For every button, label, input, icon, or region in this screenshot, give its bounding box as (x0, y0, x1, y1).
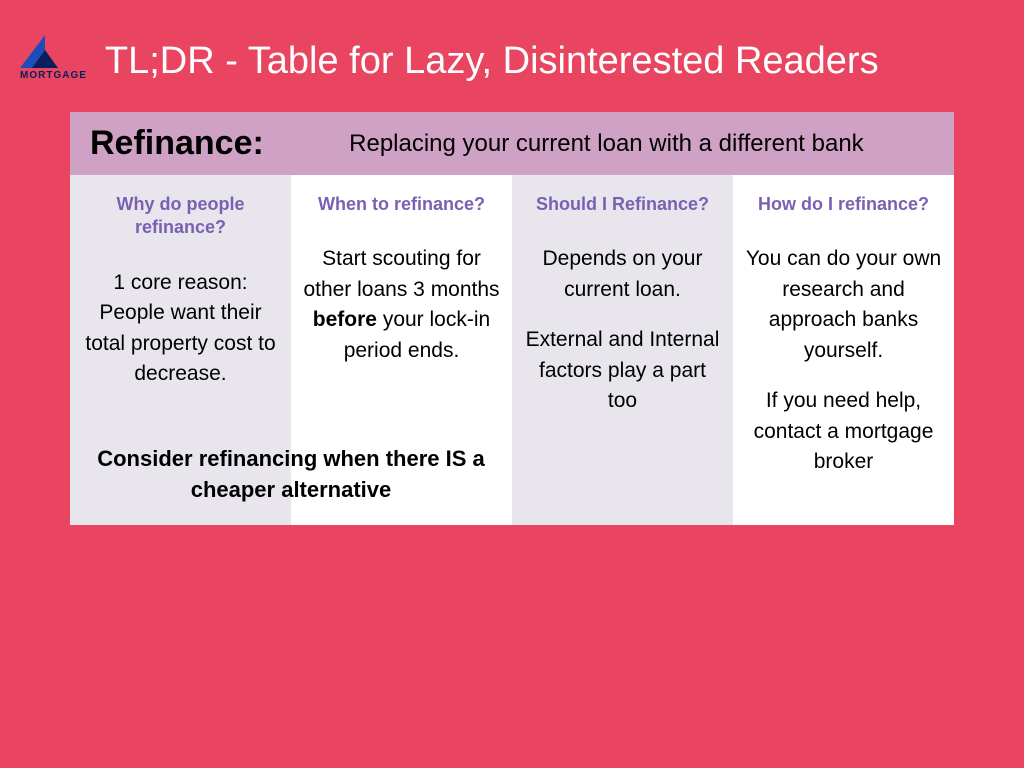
column-content: Depends on your current loan. External a… (524, 244, 721, 416)
column-header: Why do people refinance? (82, 193, 279, 240)
column-text: Start scouting for other loans 3 months … (303, 244, 500, 366)
logo: MORTGAGE MASTER (20, 30, 87, 92)
table-header-title: Refinance: (90, 124, 264, 163)
column-header: When to refinance? (303, 193, 500, 216)
column-header: How do I refinance? (745, 193, 942, 216)
header: MORTGAGE MASTER TL;DR - Table for Lazy, … (0, 0, 1024, 112)
column-text: Depends on your current loan. (524, 244, 721, 305)
table-header: Refinance: Replacing your current loan w… (70, 112, 954, 175)
column-content: Start scouting for other loans 3 months … (303, 244, 500, 454)
column-text: If you need help, contact a mortgage bro… (745, 386, 942, 477)
column-how: How do I refinance? You can do your own … (733, 175, 954, 525)
logo-icon (20, 30, 70, 68)
column-header: Should I Refinance? (524, 193, 721, 216)
bottom-note: Consider refinancing when there IS a che… (70, 444, 512, 506)
column-text: External and Internal factors play a par… (524, 325, 721, 416)
logo-brand-top: MORTGAGE (20, 70, 87, 81)
page-title: TL;DR - Table for Lazy, Disinterested Re… (105, 40, 879, 83)
table-header-subtitle: Replacing your current loan with a diffe… (279, 128, 934, 159)
column-should: Should I Refinance? Depends on your curr… (512, 175, 733, 525)
table-body: Why do people refinance? 1 core reason: … (70, 175, 954, 525)
logo-brand-bottom: MASTER (20, 83, 87, 92)
column-content: You can do your own research and approac… (745, 244, 942, 477)
column-text: 1 core reason: People want their total p… (82, 268, 279, 390)
table-container: Refinance: Replacing your current loan w… (70, 112, 954, 525)
column-text: You can do your own research and approac… (745, 244, 942, 366)
